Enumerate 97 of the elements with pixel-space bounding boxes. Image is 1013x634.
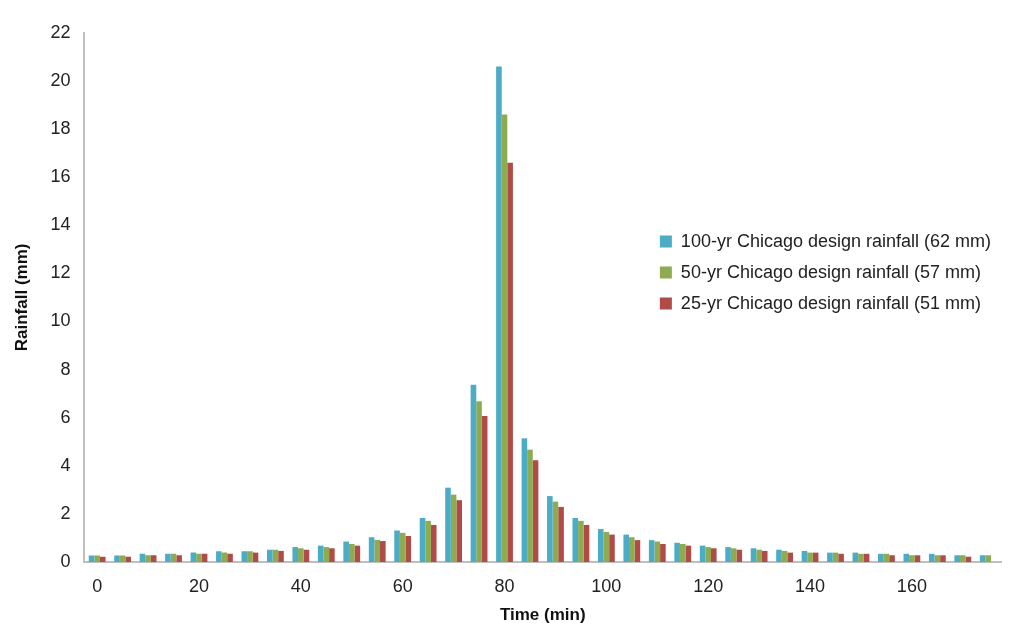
y-axis-title: Rainfall (mm) <box>11 243 31 352</box>
x-tick-label: 100 <box>591 575 622 596</box>
x-tick-label: 140 <box>795 575 826 596</box>
bar <box>838 553 844 562</box>
bar <box>934 555 941 562</box>
bar <box>903 553 910 562</box>
x-tick-label: 80 <box>494 575 515 596</box>
y-tick-label: 22 <box>50 21 71 42</box>
bar <box>858 553 864 562</box>
x-tick-label: 20 <box>188 575 210 596</box>
y-tick-label: 16 <box>50 166 71 187</box>
x-tick-label: 160 <box>896 575 927 596</box>
bar <box>623 534 630 562</box>
bar <box>711 548 717 562</box>
legend-label: 100-yr Chicago design rainfall (62 mm) <box>680 230 992 251</box>
bar <box>507 162 513 562</box>
bar <box>266 549 273 562</box>
bar <box>145 555 151 562</box>
bar <box>445 487 451 562</box>
bar <box>196 553 202 562</box>
bar <box>629 537 635 562</box>
bar <box>597 529 604 562</box>
bar <box>425 520 431 562</box>
bar <box>756 549 762 562</box>
bar <box>654 541 661 562</box>
x-tick-label: 40 <box>290 575 311 596</box>
bar <box>940 555 946 562</box>
bar <box>928 553 935 562</box>
bar <box>227 553 233 562</box>
bar <box>150 555 157 562</box>
bar <box>278 550 284 562</box>
bar <box>750 548 757 562</box>
y-tick-label: 4 <box>60 454 71 475</box>
bar <box>527 449 533 562</box>
bar <box>329 548 335 562</box>
bar <box>394 530 400 562</box>
legend-label: 25-yr Chicago design rainfall (51 mm) <box>680 292 981 313</box>
bar <box>979 555 986 562</box>
legend-label: 50-yr Chicago design rainfall (57 mm) <box>680 261 981 282</box>
bar <box>807 552 813 562</box>
bar <box>609 534 615 562</box>
x-tick-label: 60 <box>392 575 413 596</box>
bar <box>909 555 915 562</box>
x-tick-label: 120 <box>693 575 724 596</box>
bar <box>216 551 222 562</box>
y-tick-label: 10 <box>50 310 71 331</box>
bar <box>165 553 171 562</box>
bar <box>787 552 793 562</box>
bar <box>125 556 132 562</box>
bar <box>736 549 743 562</box>
bar <box>914 555 921 562</box>
bar <box>247 551 253 562</box>
bar <box>705 547 712 562</box>
bar <box>380 541 386 562</box>
bar <box>405 536 412 562</box>
bar <box>348 543 355 562</box>
bar <box>323 547 330 562</box>
bar <box>496 66 502 562</box>
bar <box>241 551 248 562</box>
bar <box>114 555 120 562</box>
bar <box>94 555 100 562</box>
bar <box>456 500 462 562</box>
bar <box>292 547 299 562</box>
y-tick-label: 14 <box>50 214 71 235</box>
bar <box>430 524 437 562</box>
bar <box>99 556 106 562</box>
bar <box>674 542 680 562</box>
bar <box>679 543 686 562</box>
bar <box>176 555 182 562</box>
bar <box>878 553 884 562</box>
x-axis-title: Time (min) <box>499 605 586 625</box>
bar <box>761 550 768 562</box>
bar <box>547 496 553 562</box>
y-tick-label: 8 <box>60 358 71 379</box>
bar <box>558 506 564 562</box>
bar <box>368 537 375 562</box>
bar <box>954 555 961 562</box>
bar <box>960 555 966 562</box>
bar <box>776 549 782 562</box>
bar <box>730 548 737 562</box>
bar <box>476 401 482 562</box>
bar <box>889 555 895 562</box>
bar <box>298 548 304 562</box>
bar <box>660 543 666 562</box>
y-tick-label: 2 <box>60 502 71 523</box>
y-tick-label: 20 <box>50 69 71 90</box>
bar <box>985 555 992 562</box>
bar <box>827 552 833 562</box>
bar <box>725 547 731 562</box>
bar <box>343 541 349 562</box>
y-tick-label: 18 <box>50 117 71 138</box>
bar <box>578 520 584 562</box>
x-tick-label: 0 <box>92 575 103 596</box>
y-tick-label: 6 <box>60 406 71 427</box>
bar <box>374 539 381 562</box>
y-tick-label: 12 <box>50 262 71 283</box>
y-tick-label: 0 <box>60 550 71 571</box>
